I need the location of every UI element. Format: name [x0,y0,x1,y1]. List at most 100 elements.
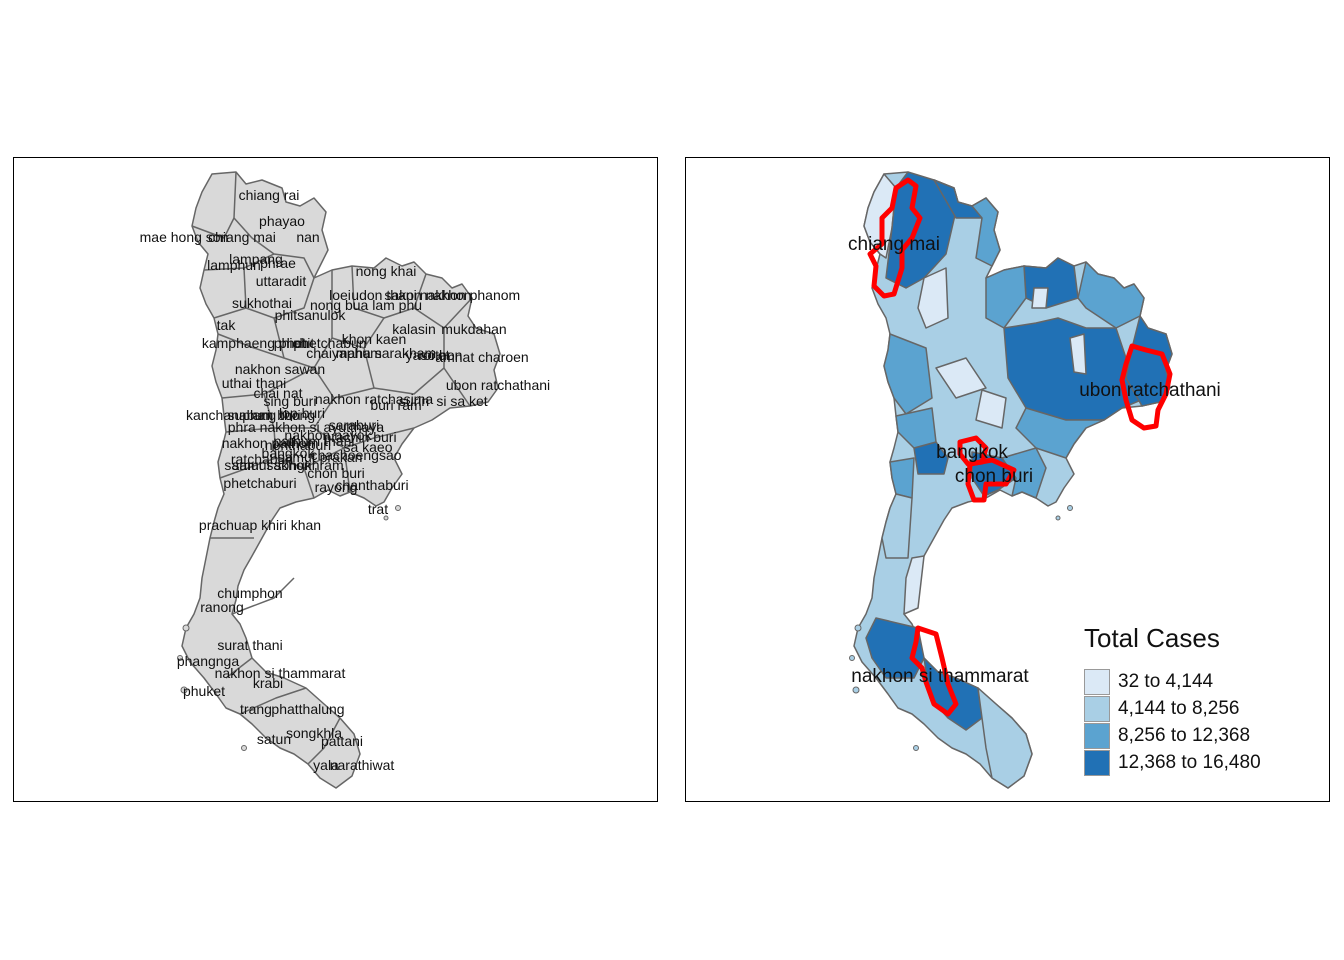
province-label: nakhon sawan [235,361,325,377]
legend-swatch [1084,668,1110,695]
province-label: mae hong son [140,229,229,245]
highlight-chiang-mai [867,177,923,299]
province-label: amnat charoen [435,349,528,365]
province-label: samut sakhon [224,457,311,473]
legend-swatch [1084,695,1110,722]
highlight-label: bangkok [936,442,1008,463]
legend-item: 32 to 4,144 [1084,668,1314,695]
province-label: ang thong [253,407,315,423]
legend-label: 32 to 4,144 [1118,670,1214,692]
province-label: uthai thani [222,375,287,391]
province-label: yala [313,757,339,773]
province-label: kamphaeng phet [202,335,306,351]
province-label: songkhla [286,725,342,741]
province-label: lamphun [207,257,261,273]
legend-label: 8,256 to 12,368 [1118,724,1251,746]
province-label: phayao [259,213,305,229]
province-label: chiang mai [208,229,276,245]
province-label: ubon ratchathani [446,377,550,393]
islands-left [177,505,401,751]
province-label: nakhon pathom [222,435,319,451]
province-label: mukdahan [441,321,506,337]
highlight-label: chon buri [955,466,1033,487]
province-label: chai nat [253,385,302,401]
province-label: bangkok [262,445,316,461]
right-map-svg: chiang mai ubon ratchathani bangkok chon bu… [848,171,1221,789]
province-label: phetchaburi [223,475,296,491]
province-label: maha sarakham [336,345,436,361]
province-label: chumphon [217,585,282,601]
province-label: nong bua lam phu [310,297,422,313]
province-label: phrae [260,255,296,271]
province-label: kalasin [392,321,436,337]
province-label: sakon nakhon [384,287,471,303]
province-label: chachoengsao [310,447,401,463]
province-label: surin [399,393,429,409]
legend-label: 4,144 to 8,256 [1118,697,1240,719]
province-label: ranong [200,599,244,615]
province-label: phangnga [177,653,240,669]
islands-right [849,505,1073,751]
province-label: udon thani [351,287,416,303]
province-label: nong khai [356,263,417,279]
province-label: kanchanaburi [186,407,270,423]
province-label: sukhothai [232,295,292,311]
province-label: nakhon si thammarat [215,665,346,681]
province-label: pattani [321,733,363,749]
province-label: si sa ket [436,393,487,409]
province-label: samut prakan [278,449,363,465]
thailand-shape-left [181,171,501,789]
legend-title: Total Cases [1084,623,1220,653]
province-label: khon kaen [342,331,407,347]
highlight-label: chiang mai [848,234,940,255]
highlighted-provinces [867,177,1173,717]
province-label: satun [257,731,291,747]
province-label: nan [296,229,319,245]
legend-swatch [1084,722,1110,749]
province-label: phra nakhon si ayutthaya [228,419,385,435]
highlight-labels-group: chiang mai ubon ratchathani bangkok chon bu… [848,234,1221,687]
province-label: phitsanulok [275,307,347,323]
province-label: tak [217,317,237,333]
highlight-chon-buri [965,457,1017,503]
province-label: trat [368,501,388,517]
province-label: loei [329,287,351,303]
province-label: saraburi [329,417,380,433]
province-label: sing buri [264,393,317,409]
province-label: buri ram [370,397,421,413]
province-label: roi et [418,347,449,363]
province-label: phetchabun [293,335,366,351]
province-label: prachin buri [323,429,396,445]
province-label: prachuap khiri khan [199,517,321,533]
left-map-panel: chiang rai phayao mae hong son chiang mai na… [13,157,658,802]
right-map-panel: chiang mai ubon ratchathani bangkok chon bu… [685,157,1330,802]
legend-swatch [1084,749,1110,776]
highlight-ubon-ratchathani [1119,343,1173,431]
province-label: krabi [253,675,283,691]
thailand-shape-right [853,171,1173,789]
province-label: lop buri [279,405,325,421]
province-label: rayong [315,479,358,495]
legend-item: 12,368 to 16,480 [1084,749,1314,776]
province-label: lampang [229,251,283,267]
province-label: chiang rai [239,187,300,203]
legend-item: 4,144 to 8,256 [1084,695,1314,722]
province-label: samut songkhram [232,457,343,473]
province-label: nakhon phanom [420,287,520,303]
province-label: ratchaburi [231,451,293,467]
province-label: phichit [274,335,315,351]
province-label: pathum thani [274,433,355,449]
highlight-label: ubon ratchathani [1079,380,1221,401]
province-label: trang [240,701,272,717]
province-label: phuket [183,683,225,699]
legend: Total Cases 32 to 4,144 4,144 to 8,256 8… [1084,623,1314,776]
province-label: uttaradit [256,273,307,289]
highlight-label: nakhon si thammarat [851,666,1029,687]
highlight-nakhon-si-thammarat [909,625,959,717]
province-label: phatthalung [271,701,344,717]
province-label: narathiwat [330,757,395,773]
legend-item: 8,256 to 12,368 [1084,722,1314,749]
province-label: yasothon [406,347,463,363]
